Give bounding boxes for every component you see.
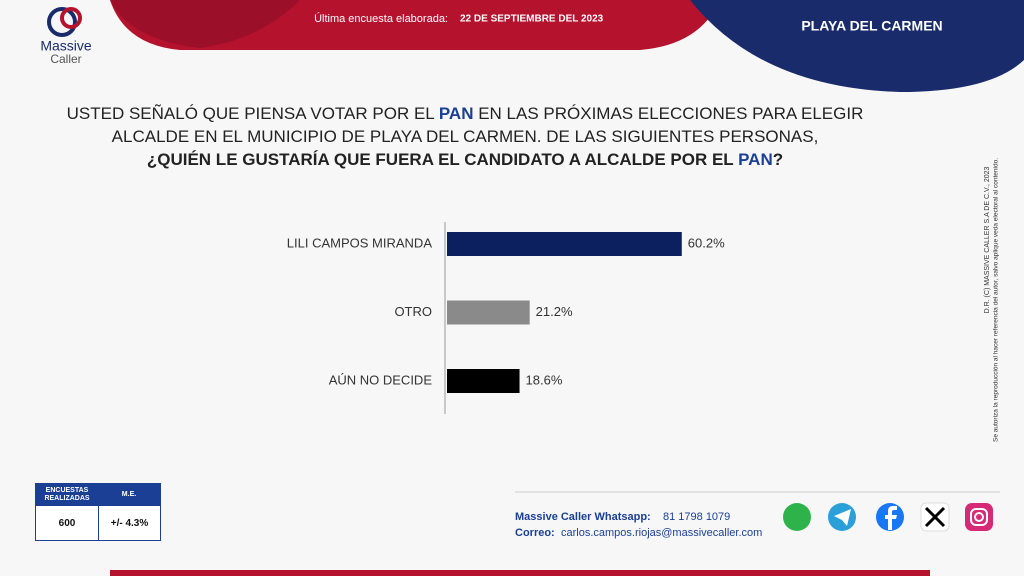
question-text: ALCALDE EN EL MUNICIPIO DE PLAYA DEL CAR… <box>112 127 819 146</box>
value-label: 18.6% <box>526 372 563 387</box>
question-emphasis: PAN <box>439 104 474 123</box>
x-glyph <box>924 506 946 528</box>
survey-table: ENCUESTAS REALIZADAS M.E. 600 +/- 4.3% <box>35 483 161 541</box>
logo-ring <box>60 7 82 29</box>
email: carlos.campos.riojas@massivecaller.com <box>561 527 762 539</box>
table-header: ENCUESTAS REALIZADAS <box>36 484 98 506</box>
question-line: ALCALDE EN EL MUNICIPIO DE PLAYA DEL CAR… <box>112 127 819 146</box>
question-text: EN LAS PRÓXIMAS ELECCIONES PARA ELEGIR <box>473 104 863 123</box>
question-text: ? <box>773 150 783 169</box>
whatsapp-number: 81 1798 1079 <box>663 511 730 523</box>
instagram-glyph <box>970 508 988 526</box>
question-line: USTED SEÑALÓ QUE PIENSA VOTAR POR EL PAN… <box>67 104 864 123</box>
question-text: USTED SEÑALÓ QUE PIENSA VOTAR POR EL <box>67 104 439 123</box>
survey-label: Última encuesta elaborada: <box>314 12 448 25</box>
logo-text: Massive <box>40 38 92 54</box>
side-notice: Se autoriza la reproducción al hacer ref… <box>993 158 1000 442</box>
category-label: AÚN NO DECIDE <box>329 372 433 387</box>
bar <box>447 369 520 393</box>
facebook-glyph <box>885 506 897 530</box>
value-label: 60.2% <box>688 235 725 250</box>
instagram-icon[interactable] <box>965 503 993 531</box>
location: PLAYA DEL CARMEN <box>801 18 942 34</box>
header-blob <box>690 0 1024 92</box>
question-emphasis: PAN <box>738 150 773 169</box>
table-value: 600 <box>58 517 76 529</box>
category-label: LILI CAMPOS MIRANDA <box>287 235 433 250</box>
telegram-glyph <box>834 509 851 526</box>
question-text: ¿QUIÉN LE GUSTARÍA QUE FUERA EL CANDIDAT… <box>147 150 738 169</box>
instagram-glyph <box>974 512 984 522</box>
bar <box>447 300 530 325</box>
logo-text: Caller <box>50 52 81 66</box>
table-value: +/- 4.3% <box>98 506 160 540</box>
email-label: Correo: <box>515 527 555 539</box>
bottom-band <box>110 570 930 576</box>
category-label: OTRO <box>394 304 432 319</box>
whatsapp-label: Massive Caller Whatsapp: <box>515 511 651 523</box>
side-copyright: D.R. (C) MASSIVE CALLER S.A DE C.V., 202… <box>984 166 991 313</box>
table-header: M.E. <box>98 484 160 506</box>
value-label: 21.2% <box>536 304 573 319</box>
whatsapp-icon[interactable] <box>783 503 811 531</box>
bar <box>447 232 682 256</box>
survey-date: 22 DE SEPTIEMBRE DEL 2023 <box>460 14 604 25</box>
header-band-shade <box>110 0 300 48</box>
question-line: ¿QUIÉN LE GUSTARÍA QUE FUERA EL CANDIDAT… <box>147 150 783 169</box>
logo-ring <box>47 7 77 37</box>
